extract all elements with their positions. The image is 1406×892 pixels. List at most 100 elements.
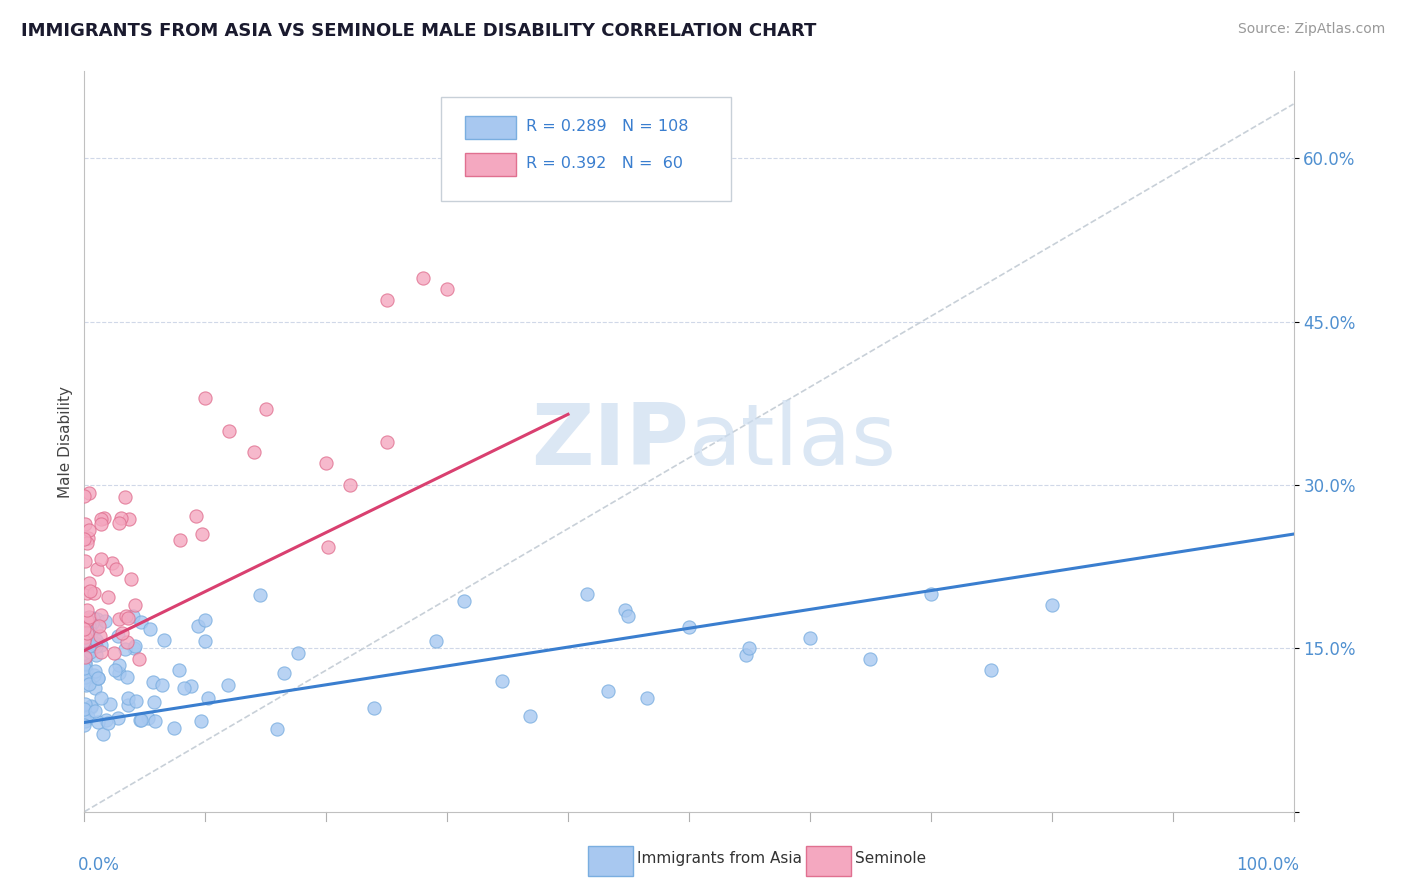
Text: Immigrants from Asia: Immigrants from Asia bbox=[637, 851, 801, 865]
Point bbox=[108, 516, 131, 530]
Point bbox=[87, 714, 110, 729]
Point bbox=[76, 536, 98, 550]
Point bbox=[90, 645, 112, 659]
Point bbox=[107, 711, 129, 725]
Point bbox=[76, 585, 98, 599]
Point bbox=[339, 478, 361, 492]
Point bbox=[73, 624, 96, 639]
Point bbox=[117, 511, 139, 525]
Point bbox=[79, 645, 101, 659]
Point bbox=[117, 670, 139, 684]
Point bbox=[318, 540, 340, 554]
Point bbox=[87, 619, 110, 633]
Point bbox=[920, 587, 942, 601]
FancyBboxPatch shape bbox=[465, 153, 516, 177]
Text: ZIP: ZIP bbox=[531, 400, 689, 483]
Point bbox=[139, 622, 162, 636]
Point bbox=[80, 700, 103, 714]
Point bbox=[73, 702, 96, 716]
Point bbox=[218, 424, 240, 438]
Point bbox=[142, 674, 165, 689]
Point bbox=[76, 613, 98, 627]
Point bbox=[73, 633, 96, 648]
Point bbox=[738, 641, 761, 656]
Point bbox=[150, 678, 173, 692]
Point bbox=[315, 456, 337, 470]
Point bbox=[734, 648, 756, 663]
Point bbox=[636, 691, 658, 706]
Point bbox=[76, 647, 98, 661]
Point bbox=[77, 639, 100, 653]
Point bbox=[86, 562, 108, 576]
Point bbox=[436, 282, 458, 296]
Point bbox=[97, 715, 120, 730]
Point bbox=[491, 674, 513, 689]
Point bbox=[75, 678, 97, 692]
Point bbox=[249, 588, 271, 602]
Text: atlas: atlas bbox=[689, 400, 897, 483]
Point bbox=[98, 697, 121, 711]
Point bbox=[217, 678, 239, 692]
Point bbox=[73, 516, 96, 531]
Point bbox=[76, 613, 98, 627]
Point bbox=[117, 691, 139, 706]
Point bbox=[598, 683, 620, 698]
Point bbox=[87, 671, 110, 685]
Point bbox=[425, 634, 447, 648]
Point bbox=[84, 639, 107, 653]
Text: 0.0%: 0.0% bbox=[79, 856, 120, 874]
Point bbox=[73, 622, 96, 636]
Point bbox=[97, 590, 120, 604]
Point bbox=[129, 713, 152, 727]
Point bbox=[89, 629, 111, 643]
Point bbox=[75, 611, 97, 625]
Point bbox=[117, 635, 139, 649]
Point bbox=[75, 631, 97, 645]
Point bbox=[73, 533, 96, 547]
Point bbox=[77, 610, 100, 624]
Point bbox=[77, 619, 100, 633]
Point bbox=[114, 641, 136, 656]
Point bbox=[90, 638, 112, 652]
Point bbox=[73, 661, 96, 675]
Point bbox=[111, 626, 134, 640]
Point bbox=[77, 710, 100, 724]
Point bbox=[242, 445, 264, 459]
Point bbox=[73, 657, 96, 671]
Point bbox=[122, 609, 145, 624]
Point bbox=[108, 666, 131, 681]
Point bbox=[173, 681, 195, 695]
Point bbox=[90, 516, 112, 531]
Point bbox=[84, 648, 107, 662]
Point bbox=[143, 714, 166, 729]
Point bbox=[614, 603, 637, 617]
Point bbox=[115, 609, 138, 624]
Point bbox=[75, 649, 97, 664]
Point bbox=[136, 711, 159, 725]
Y-axis label: Male Disability: Male Disability bbox=[58, 385, 73, 498]
Point bbox=[82, 611, 104, 625]
Point bbox=[191, 527, 214, 541]
Point bbox=[107, 630, 129, 644]
FancyBboxPatch shape bbox=[465, 116, 516, 139]
Point bbox=[120, 572, 142, 586]
Point bbox=[617, 608, 640, 623]
Point bbox=[117, 611, 139, 625]
Point bbox=[90, 607, 112, 622]
Point bbox=[73, 616, 96, 631]
Point bbox=[77, 485, 100, 500]
Text: 100.0%: 100.0% bbox=[1236, 856, 1299, 874]
Point bbox=[83, 668, 105, 682]
Point bbox=[73, 634, 96, 648]
Point bbox=[194, 614, 217, 628]
Point bbox=[84, 665, 107, 679]
Point bbox=[107, 612, 129, 626]
Point bbox=[94, 614, 117, 628]
Point bbox=[180, 680, 202, 694]
Point bbox=[73, 718, 96, 732]
Point bbox=[167, 663, 190, 677]
Point bbox=[75, 630, 97, 644]
Point bbox=[129, 615, 152, 629]
Point bbox=[77, 576, 100, 591]
Point bbox=[84, 704, 107, 718]
